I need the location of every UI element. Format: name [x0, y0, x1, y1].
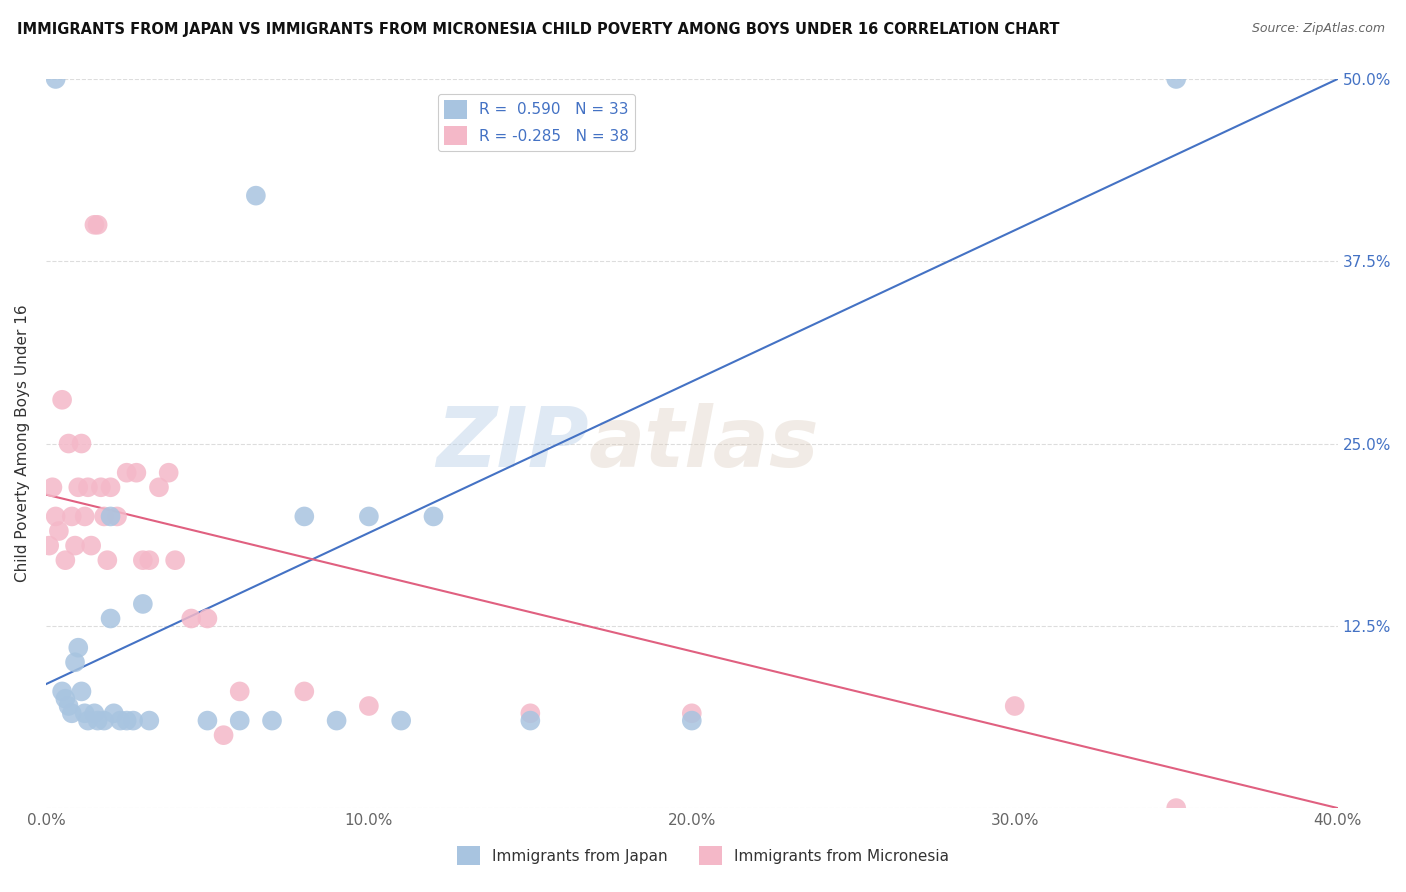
Point — [100, 611, 122, 625]
Point — [325, 714, 347, 728]
Point — [519, 706, 541, 721]
Point — [357, 509, 380, 524]
Point — [70, 684, 93, 698]
Point — [60, 509, 83, 524]
Point — [519, 714, 541, 728]
Point — [132, 597, 155, 611]
Text: Source: ZipAtlas.com: Source: ZipAtlas.com — [1251, 22, 1385, 36]
Point — [103, 706, 125, 721]
Point — [228, 714, 250, 728]
Point — [53, 691, 76, 706]
Point — [197, 611, 219, 625]
Point — [212, 728, 235, 742]
Point — [100, 509, 122, 524]
Point — [157, 466, 180, 480]
Point — [389, 714, 412, 728]
Point — [63, 539, 86, 553]
Point — [48, 524, 70, 538]
Point — [67, 480, 90, 494]
Point — [1004, 698, 1026, 713]
Point — [122, 714, 145, 728]
Point — [115, 714, 138, 728]
Point — [125, 466, 148, 480]
Point — [63, 655, 86, 669]
Point — [260, 714, 283, 728]
Point — [77, 714, 100, 728]
Point — [138, 553, 160, 567]
Legend: R =  0.590   N = 33, R = -0.285   N = 38: R = 0.590 N = 33, R = -0.285 N = 38 — [439, 94, 636, 151]
Text: ZIP: ZIP — [436, 403, 589, 484]
Point — [73, 509, 96, 524]
Point — [1166, 801, 1188, 815]
Point — [53, 553, 76, 567]
Point — [41, 480, 63, 494]
Point — [77, 480, 100, 494]
Point — [70, 436, 93, 450]
Point — [422, 509, 444, 524]
Point — [100, 480, 122, 494]
Point — [45, 509, 67, 524]
Point — [1166, 72, 1188, 87]
Point — [681, 714, 703, 728]
Point — [93, 714, 115, 728]
Point — [110, 714, 132, 728]
Point — [228, 684, 250, 698]
Point — [51, 684, 73, 698]
Point — [681, 706, 703, 721]
Point — [96, 553, 118, 567]
Point — [292, 684, 315, 698]
Point — [138, 714, 160, 728]
Point — [86, 218, 108, 232]
Point — [83, 218, 105, 232]
Point — [58, 436, 80, 450]
Point — [105, 509, 128, 524]
Legend: Immigrants from Japan, Immigrants from Micronesia: Immigrants from Japan, Immigrants from M… — [451, 840, 955, 871]
Point — [83, 706, 105, 721]
Point — [58, 698, 80, 713]
Point — [90, 480, 112, 494]
Point — [165, 553, 187, 567]
Point — [73, 706, 96, 721]
Point — [67, 640, 90, 655]
Point — [292, 509, 315, 524]
Point — [38, 539, 60, 553]
Point — [51, 392, 73, 407]
Point — [245, 188, 267, 202]
Point — [132, 553, 155, 567]
Point — [197, 714, 219, 728]
Point — [148, 480, 170, 494]
Point — [60, 706, 83, 721]
Y-axis label: Child Poverty Among Boys Under 16: Child Poverty Among Boys Under 16 — [15, 305, 30, 582]
Text: atlas: atlas — [589, 403, 820, 484]
Point — [45, 72, 67, 87]
Point — [93, 509, 115, 524]
Point — [357, 698, 380, 713]
Point — [180, 611, 202, 625]
Point — [86, 714, 108, 728]
Point — [80, 539, 103, 553]
Text: IMMIGRANTS FROM JAPAN VS IMMIGRANTS FROM MICRONESIA CHILD POVERTY AMONG BOYS UND: IMMIGRANTS FROM JAPAN VS IMMIGRANTS FROM… — [17, 22, 1059, 37]
Point — [115, 466, 138, 480]
